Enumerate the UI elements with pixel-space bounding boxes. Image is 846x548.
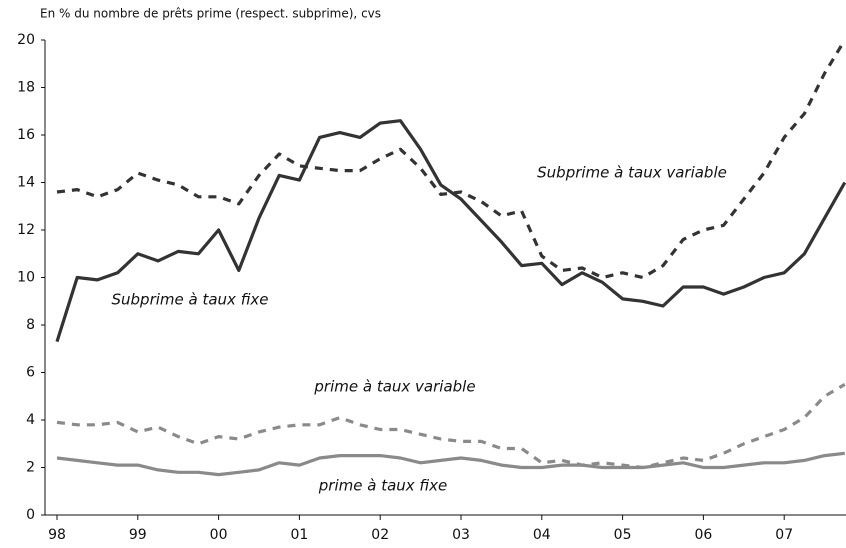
x-tick-label: 05 bbox=[614, 527, 632, 543]
y-tick-label: 14 bbox=[17, 175, 35, 191]
series-label: prime à taux fixe bbox=[318, 477, 447, 495]
series-line bbox=[56, 451, 845, 477]
y-tick-label: 6 bbox=[26, 365, 35, 381]
x-tick-label: 99 bbox=[129, 527, 147, 543]
y-tick-label: 16 bbox=[17, 127, 35, 143]
x-tick-label: 03 bbox=[452, 527, 470, 543]
series-line bbox=[56, 39, 846, 280]
x-tick-label: 07 bbox=[775, 527, 793, 543]
y-tick-label: 4 bbox=[26, 412, 35, 428]
y-tick-label: 0 bbox=[26, 507, 35, 523]
x-tick-label: 01 bbox=[290, 527, 308, 543]
series-label: Subprime à taux variable bbox=[537, 164, 727, 182]
x-tick-label: 00 bbox=[210, 527, 228, 543]
y-tick-label: 2 bbox=[26, 460, 35, 476]
y-tick-label: 10 bbox=[17, 270, 35, 286]
series-line bbox=[55, 119, 846, 343]
series-label: Subprime à taux fixe bbox=[112, 291, 269, 309]
x-tick-label: 02 bbox=[371, 527, 389, 543]
x-tick-label: 06 bbox=[694, 527, 712, 543]
y-tick-label: 12 bbox=[17, 222, 35, 238]
x-tick-label: 04 bbox=[533, 527, 551, 543]
y-tick-label: 8 bbox=[26, 317, 35, 333]
x-tick-label: 98 bbox=[48, 527, 66, 543]
series-line bbox=[56, 383, 846, 470]
chart-subtitle: En % du nombre de prêts prime (respect. … bbox=[40, 7, 381, 21]
series-label: prime à taux variable bbox=[313, 378, 475, 396]
y-tick-label: 20 bbox=[17, 32, 35, 48]
y-tick-label: 18 bbox=[17, 80, 35, 96]
